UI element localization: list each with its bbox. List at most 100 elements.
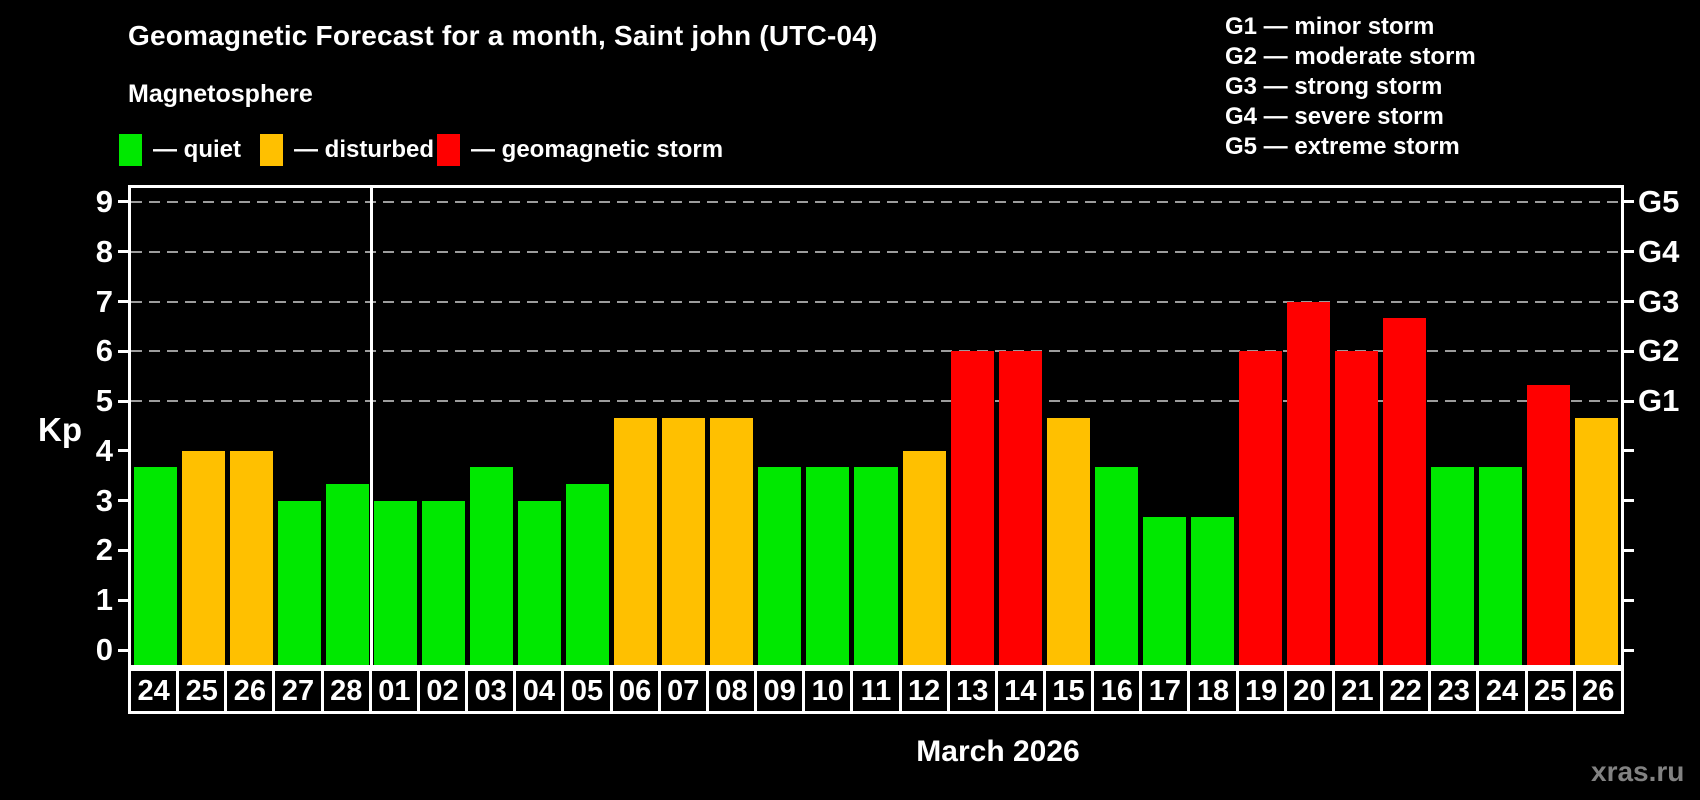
magnetosphere-label: Magnetosphere	[128, 80, 313, 108]
date-cell-29-day-24: 24	[1476, 668, 1528, 714]
kp-bar-31-day-26	[1575, 417, 1619, 665]
g-tick-label-G2: G2	[1638, 333, 1680, 369]
y-tick-label-6: 6	[95, 333, 113, 369]
quiet-swatch-icon	[119, 133, 142, 166]
kp-bar-29-day-24	[1479, 467, 1523, 665]
left-tick-3	[118, 499, 128, 503]
date-cell-13-day-08: 08	[705, 668, 758, 714]
kp-bar-13-day-08	[710, 417, 754, 665]
left-tick-8	[118, 250, 128, 254]
y-tick-label-2: 2	[95, 532, 113, 568]
right-tick-6	[1624, 349, 1634, 353]
date-cell-21-day-16: 16	[1091, 668, 1143, 714]
date-cell-9-day-04: 04	[513, 668, 565, 714]
kp-bar-24-day-19	[1238, 351, 1283, 665]
kp-bar-30-day-25	[1527, 384, 1571, 665]
right-tick-8	[1624, 250, 1634, 254]
date-cell-25-day-20: 20	[1283, 668, 1335, 714]
month-label: March 2026	[916, 735, 1080, 768]
date-cell-19-day-14: 14	[994, 668, 1046, 714]
y-tick-label-0: 0	[95, 632, 113, 667]
date-cell-14-day-09: 09	[754, 668, 806, 714]
date-cell-16-day-11: 11	[850, 668, 902, 714]
y-tick-label-7: 7	[95, 283, 113, 319]
kp-bar-10-day-05	[566, 484, 610, 665]
date-cell-20-day-15: 15	[1042, 668, 1095, 714]
kp-bar-26-day-21	[1335, 351, 1379, 665]
kp-legend-label-storm: — geomagnetic storm	[471, 135, 724, 163]
right-tick-5	[1624, 399, 1634, 403]
kp-bar-16-day-11	[854, 467, 898, 665]
kp-bar-4-day-27	[277, 500, 321, 665]
y-tick-label-8: 8	[95, 233, 113, 269]
kp-legend-item-storm: — geomagnetic storm	[437, 133, 723, 166]
right-tick-0	[1624, 648, 1634, 652]
right-tick-7	[1624, 300, 1634, 304]
date-cell-22-day-17: 17	[1139, 668, 1191, 714]
gridline-kp-7	[131, 300, 1621, 303]
kp-bar-6-day-01	[373, 500, 417, 665]
kp-bar-12-day-07	[662, 417, 706, 665]
kp-bar-21-day-16	[1094, 467, 1138, 665]
right-tick-4	[1624, 449, 1634, 453]
left-tick-0	[118, 648, 128, 652]
kp-bar-15-day-10	[806, 467, 850, 665]
g-tick-label-G3: G3	[1638, 283, 1680, 319]
g-tick-label-G4: G4	[1638, 233, 1680, 269]
right-tick-3	[1624, 499, 1634, 503]
date-cell-8-day-03: 03	[465, 668, 517, 714]
kp-legend-item-disturbed: — disturbed	[260, 133, 434, 166]
left-tick-7	[118, 300, 128, 304]
y-tick-label-5: 5	[95, 383, 113, 419]
date-cell-11-day-06: 06	[609, 668, 661, 714]
right-tick-1	[1624, 598, 1634, 602]
kp-bar-11-day-06	[614, 417, 658, 665]
date-cell-27-day-22: 22	[1380, 668, 1432, 714]
kp-bar-27-day-22	[1383, 317, 1427, 665]
kp-bar-22-day-17	[1142, 517, 1186, 665]
kp-bar-2-day-25	[181, 450, 225, 665]
date-cell-15-day-10: 10	[802, 668, 854, 714]
plot-inner: 0 1 2 3 4 5 6 7 8 9 G1 G2 G3 G4 G5	[96, 184, 1680, 667]
kp-bar-17-day-12	[902, 450, 946, 665]
g-tick-label-G1: G1	[1638, 383, 1680, 419]
date-cell-4-day-27: 27	[272, 668, 324, 714]
date-cell-17-day-12: 12	[898, 668, 950, 714]
date-cell-10-day-05: 05	[561, 668, 613, 714]
left-tick-5	[118, 399, 128, 403]
date-cell-30-day-25: 25	[1524, 668, 1576, 714]
month-separator-line	[369, 188, 373, 665]
y-tick-label-9: 9	[95, 183, 113, 219]
kp-bar-23-day-18	[1190, 517, 1234, 665]
watermark: xras.ru	[1591, 756, 1685, 787]
kp-bar-3-day-26	[229, 450, 273, 665]
date-cell-1-day-24: 24	[128, 668, 180, 714]
x-axis-date-row: 24 25 26 27 28 01 02 03 04 05 06 07 08 09 10 11 12 13 14 15…	[128, 668, 1624, 714]
gridline-kp-6	[131, 350, 1621, 353]
kp-bar-20-day-15	[1046, 417, 1090, 665]
g-scale-legend: G1 — minor storm G2 — moderate storm G3 — …	[1225, 12, 1476, 162]
gridline-kp-9	[131, 200, 1621, 203]
kp-bar-1-day-24	[133, 467, 177, 665]
g-legend-line-1: G1 — minor storm	[1225, 13, 1435, 40]
g-tick-label-G5: G5	[1638, 183, 1680, 219]
date-cell-5-day-28: 28	[320, 668, 372, 714]
left-tick-9	[118, 200, 128, 204]
kp-bar-9-day-04	[518, 500, 562, 665]
page-title: Geomagnetic Forecast for a month, Saint …	[128, 20, 878, 51]
date-cell-24-day-19: 19	[1235, 668, 1287, 714]
date-cell-28-day-23: 23	[1428, 668, 1480, 714]
kp-bar-18-day-13	[950, 351, 994, 665]
gridline-kp-8	[131, 250, 1621, 253]
kp-bar-8-day-03	[469, 467, 513, 665]
date-cell-3-day-26: 26	[224, 668, 276, 714]
y-tick-label-3: 3	[95, 482, 113, 518]
date-cell-26-day-21: 21	[1331, 668, 1384, 714]
kp-bar-14-day-09	[758, 467, 802, 665]
date-cell-7-day-02: 02	[416, 668, 469, 714]
plot-area: 0 1 2 3 4 5 6 7 8 9 G1 G2 G3 G4 G5	[96, 184, 1680, 668]
kp-bar-28-day-23	[1431, 467, 1475, 665]
kp-legend-label-disturbed: — disturbed	[294, 135, 435, 163]
date-cell-31-day-26: 26	[1572, 668, 1624, 714]
